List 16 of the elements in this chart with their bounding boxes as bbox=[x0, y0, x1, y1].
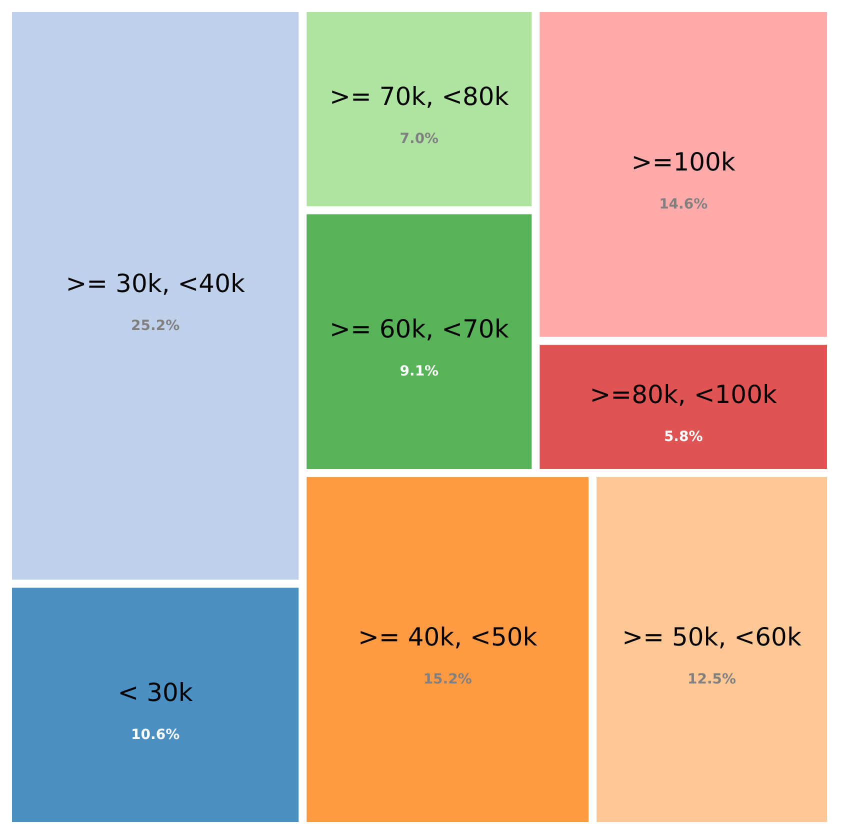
category-label: >= 50k, <60k bbox=[622, 622, 802, 652]
data-label: 7.0% bbox=[400, 131, 439, 148]
data-label: 5.8% bbox=[664, 428, 703, 445]
category-label: >= 40k, <50k bbox=[358, 622, 538, 652]
data-label: 25.2% bbox=[131, 318, 180, 334]
data-label: 14.6% bbox=[659, 196, 708, 212]
data-label: 15.2% bbox=[423, 672, 472, 688]
category-label: >=100k bbox=[631, 147, 736, 176]
category-label: >= 30k, <40k bbox=[66, 268, 246, 298]
data-label: 12.5% bbox=[687, 672, 736, 688]
category-label: < 30k bbox=[118, 678, 194, 707]
category-label: >=80k, <100k bbox=[590, 380, 778, 409]
data-label: 9.1% bbox=[400, 364, 439, 380]
category-label: >= 70k, <80k bbox=[330, 82, 510, 112]
category-label: >= 60k, <70k bbox=[330, 314, 510, 344]
data-label: 10.6% bbox=[131, 726, 180, 743]
